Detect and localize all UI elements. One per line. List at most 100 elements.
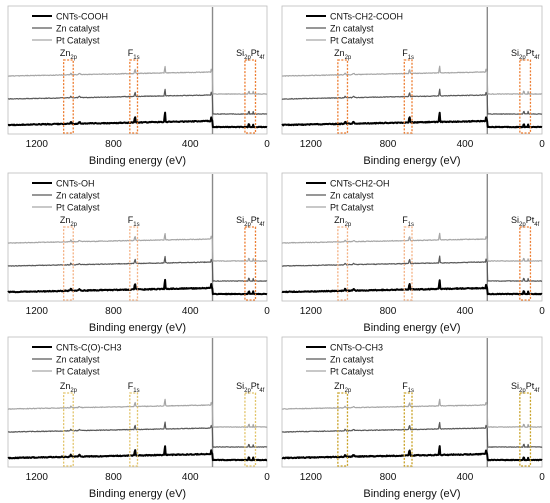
legend-label: Zn catalyst: [330, 24, 374, 34]
legend-label: Zn catalyst: [330, 191, 374, 201]
annotation-label: Zn2p: [60, 215, 78, 228]
plot-frame: [281, 172, 543, 302]
chart-panel: Zn2p F1s Si2pPt4f CNTs-OH Zn catalyst Pt Cata…: [7, 172, 270, 334]
annotation-box: [337, 392, 349, 467]
x-tick-label: 1200: [300, 472, 323, 483]
x-tick-label: 400: [182, 306, 199, 317]
legend-label: Zn catalyst: [56, 355, 100, 365]
legend-label: Pt Catalyst: [330, 36, 374, 46]
annotation-label: F1s: [402, 48, 414, 61]
x-tick-label: 0: [539, 139, 545, 150]
legend-label: CNTs-OH: [56, 179, 95, 189]
annotation-box: [244, 392, 257, 467]
annotation-label: Zn2p: [334, 215, 352, 228]
annotation-box: [403, 226, 413, 301]
series-line: [8, 65, 268, 95]
annotation-box: [129, 392, 139, 467]
legend-label: CNTs-C(O)-CH3: [56, 343, 122, 353]
annotation-label: Si2pPt4f: [511, 381, 540, 394]
annotation-label: F1s: [128, 215, 140, 228]
annotation-label: Si2pPt4f: [511, 48, 540, 61]
x-axis-label: Binding energy (eV): [363, 488, 460, 500]
annotation-label: F1s: [128, 48, 140, 61]
plot-frame: [7, 336, 268, 468]
x-tick-label: 1200: [300, 306, 323, 317]
x-axis-label: Binding energy (eV): [89, 322, 186, 334]
legend-label: Pt Catalyst: [56, 367, 100, 377]
x-tick-label: 0: [539, 306, 545, 317]
legend-label: Zn catalyst: [56, 191, 100, 201]
plot-frame: [281, 5, 543, 135]
annotation-label: Zn2p: [60, 48, 78, 61]
series-line: [7, 111, 268, 129]
chart-panel: Zn2p F1s Si2pPt4f CNTs-CH2-COOH Zn catalyst P…: [281, 5, 545, 167]
annotation-box: [129, 226, 139, 301]
annotation-label: F1s: [402, 215, 414, 228]
legend-label: Pt Catalyst: [330, 367, 374, 377]
legend-label: Zn catalyst: [56, 24, 100, 34]
x-tick-label: 400: [457, 472, 474, 483]
x-tick-label: 0: [264, 472, 270, 483]
legend-label: CNTs-O-CH3: [330, 343, 383, 353]
annotation-box: [62, 226, 74, 301]
series-line: [7, 255, 268, 282]
annotation-box: [403, 392, 413, 467]
annotation-label: Zn2p: [334, 48, 352, 61]
legend-label: Pt Catalyst: [330, 203, 374, 213]
x-tick-label: 0: [264, 306, 270, 317]
annotation-box: [403, 59, 413, 134]
annotation-label: Si2pPt4f: [236, 48, 265, 61]
annotation-box: [337, 226, 349, 301]
x-tick-label: 0: [264, 139, 270, 150]
legend-label: CNTs-CH2-OH: [330, 179, 390, 189]
annotation-box: [62, 392, 74, 467]
legend-label: CNTs-COOH: [56, 12, 108, 22]
annotation-box: [519, 226, 532, 301]
chart-panel: Zn2p F1s Si2pPt4f CNTs-CH2-OH Zn catalyst Pt …: [281, 172, 545, 334]
series-line: [281, 65, 543, 95]
annotation-label: F1s: [402, 381, 414, 394]
x-tick-label: 800: [380, 472, 397, 483]
chart-panel: Zn2p F1s Si2pPt4f CNTs-C(O)-CH3 Zn catalyst P…: [7, 336, 270, 500]
x-axis-label: Binding energy (eV): [363, 322, 460, 334]
plot-frame: [7, 5, 268, 135]
annotation-box: [519, 59, 532, 134]
x-tick-label: 800: [105, 139, 122, 150]
annotation-box: [337, 59, 349, 134]
annotation-label: Si2pPt4f: [236, 381, 265, 394]
plot-frame: [7, 172, 268, 302]
chart-panel: Zn2p F1s Si2pPt4f CNTs-COOH Zn catalyst Pt Ca…: [7, 5, 270, 167]
x-axis-label: Binding energy (eV): [363, 155, 460, 167]
x-tick-label: 1200: [26, 306, 49, 317]
annotation-label: F1s: [128, 381, 140, 394]
annotation-label: Si2pPt4f: [236, 215, 265, 228]
annotation-label: Zn2p: [60, 381, 78, 394]
annotation-box: [62, 59, 74, 134]
x-tick-label: 0: [539, 472, 545, 483]
series-line: [281, 88, 543, 115]
chart-panel: Zn2p F1s Si2pPt4f CNTs-O-CH3 Zn catalyst Pt C…: [281, 336, 545, 500]
annotation-box: [129, 59, 139, 134]
x-tick-label: 1200: [26, 472, 49, 483]
x-tick-label: 1200: [26, 139, 49, 150]
x-tick-label: 400: [182, 472, 199, 483]
annotation-box: [244, 226, 257, 301]
legend-label: Zn catalyst: [330, 355, 374, 365]
series-line: [7, 88, 268, 115]
x-tick-label: 800: [380, 139, 397, 150]
x-tick-label: 400: [182, 139, 199, 150]
series-line: [281, 421, 543, 448]
x-axis-label: Binding energy (eV): [89, 155, 186, 167]
x-tick-label: 400: [457, 306, 474, 317]
annotation-box: [244, 59, 257, 134]
x-tick-label: 400: [457, 139, 474, 150]
legend-label: Pt Catalyst: [56, 203, 100, 213]
x-axis-label: Binding energy (eV): [89, 488, 186, 500]
annotation-box: [519, 392, 532, 467]
x-tick-label: 1200: [300, 139, 323, 150]
x-tick-label: 800: [105, 472, 122, 483]
legend-label: CNTs-CH2-COOH: [330, 12, 403, 22]
annotation-label: Zn2p: [334, 381, 352, 394]
plot-frame: [281, 336, 543, 468]
